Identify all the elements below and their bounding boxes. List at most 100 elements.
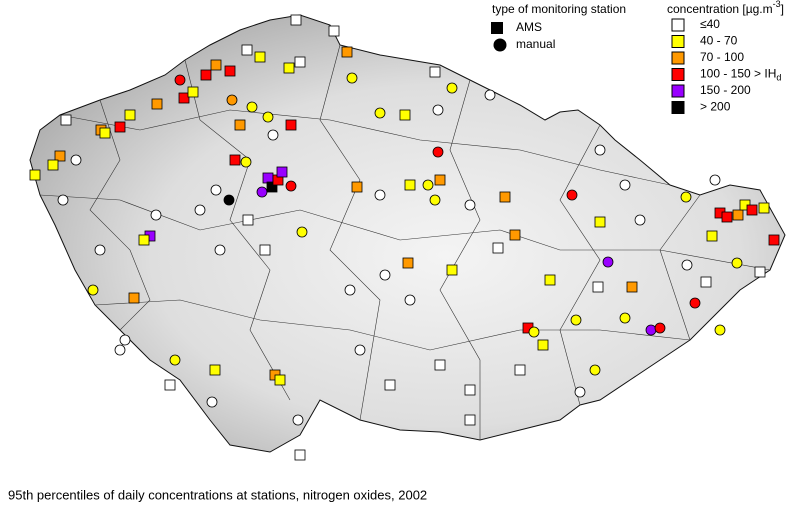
- legend-ams-label: AMS: [516, 20, 542, 34]
- manual-station: [87, 284, 99, 296]
- ams-station: [544, 274, 556, 286]
- manual-station: [150, 209, 162, 221]
- legend-title-end: ]: [781, 2, 784, 16]
- district-borders: [39, 44, 771, 440]
- stations: [29, 14, 780, 461]
- manual-station: [574, 386, 586, 398]
- legend-class-label: 70 - 100: [700, 50, 744, 64]
- legend-manual-symbol: [493, 38, 507, 52]
- ams-station: [492, 242, 504, 254]
- ams-station: [114, 121, 126, 133]
- manual-station: [256, 186, 268, 198]
- ams-station: [128, 292, 140, 304]
- ams-station: [187, 86, 199, 98]
- ams-station: [328, 25, 340, 37]
- manual-station: [432, 146, 444, 158]
- manual-station: [70, 154, 82, 166]
- manual-station: [174, 74, 186, 86]
- manual-station: [484, 89, 496, 101]
- ams-station: [446, 264, 458, 276]
- manual-station: [731, 257, 743, 269]
- ams-station: [768, 234, 780, 246]
- manual-station: [346, 72, 358, 84]
- legend-class-text: > 200: [700, 100, 731, 114]
- ams-station: [351, 181, 363, 193]
- ams-station: [254, 51, 266, 63]
- ams-station: [151, 98, 163, 110]
- manual-station: [714, 324, 726, 336]
- legend-class-label: > 200: [700, 100, 731, 114]
- manual-station: [344, 284, 356, 296]
- manual-station: [634, 214, 646, 226]
- legend-class-subscript: d: [776, 73, 781, 83]
- manual-station: [292, 414, 304, 426]
- legend-class-label: 100 - 150 > IHd: [700, 67, 781, 83]
- ams-station: [626, 281, 638, 293]
- manual-station: [429, 194, 441, 206]
- ams-station: [294, 56, 306, 68]
- ams-station: [404, 179, 416, 191]
- legend-class-text: 40 - 70: [700, 34, 738, 48]
- ams-station: [200, 69, 212, 81]
- legend-class-swatch: [671, 68, 685, 81]
- ams-station: [746, 204, 758, 216]
- ams-station: [259, 244, 271, 256]
- legend-class-text: 150 - 200: [700, 83, 751, 97]
- manual-station: [432, 104, 444, 116]
- ams-station: [706, 230, 718, 242]
- manual-station: [689, 297, 701, 309]
- ams-station: [60, 114, 72, 126]
- manual-station: [210, 184, 222, 196]
- ams-station: [242, 214, 254, 226]
- legend-class-swatch: [671, 101, 685, 114]
- manual-station: [619, 312, 631, 324]
- caption: 95th percentiles of daily concentrations…: [8, 487, 427, 502]
- manual-station: [214, 244, 226, 256]
- manual-station: [169, 354, 181, 366]
- ams-station: [29, 169, 41, 181]
- legend-manual-label: manual: [516, 37, 555, 51]
- ams-station: [434, 174, 446, 186]
- ams-station: [290, 14, 302, 26]
- manual-station: [602, 256, 614, 268]
- ams-station: [754, 266, 766, 278]
- ams-station: [429, 66, 441, 78]
- manual-station: [404, 294, 416, 306]
- ams-station: [241, 44, 253, 56]
- manual-station: [619, 179, 631, 191]
- manual-station: [57, 194, 69, 206]
- ams-station: [229, 154, 241, 166]
- manual-station: [681, 259, 693, 271]
- manual-station: [528, 326, 540, 338]
- ams-station: [54, 150, 66, 162]
- manual-station: [709, 174, 721, 186]
- ams-station: [399, 109, 411, 121]
- manual-station: [464, 199, 476, 211]
- ams-station: [234, 119, 246, 131]
- legend-type-title: type of monitoring station: [492, 2, 626, 16]
- ams-station: [464, 414, 476, 426]
- legend-title-main: concentration [µg.m: [667, 2, 773, 16]
- manual-station: [645, 324, 657, 336]
- ams-station: [124, 109, 136, 121]
- legend-ams-symbol: [491, 22, 503, 34]
- ams-station: [294, 449, 306, 461]
- legend-class-swatch: [671, 84, 685, 98]
- legend-class-label: ≤40: [700, 17, 720, 31]
- ams-station: [224, 65, 236, 77]
- manual-station: [206, 396, 218, 408]
- manual-station: [680, 191, 692, 203]
- manual-station: [354, 344, 366, 356]
- manual-station: [114, 344, 126, 356]
- manual-station: [262, 111, 274, 123]
- ams-station: [402, 257, 414, 269]
- manual-station: [194, 204, 206, 216]
- ams-station: [537, 339, 549, 351]
- ams-station: [700, 276, 712, 288]
- legend-class-swatch: [671, 51, 685, 65]
- ams-station: [592, 281, 604, 293]
- manual-station: [374, 107, 386, 119]
- ams-station: [758, 202, 770, 214]
- ams-station: [164, 379, 176, 391]
